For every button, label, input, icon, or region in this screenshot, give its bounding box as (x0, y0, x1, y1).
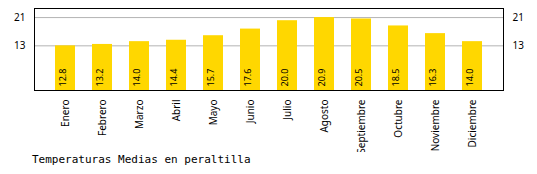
svg-text:16.3: 16.3 (426, 69, 439, 87)
svg-text:Marzo: Marzo (132, 100, 146, 130)
svg-text:Abril: Abril (169, 100, 183, 122)
svg-text:Noviembre: Noviembre (428, 99, 442, 151)
svg-text:Enero: Enero (58, 100, 72, 127)
svg-text:20.0: 20.0 (278, 69, 291, 87)
svg-text:Junio: Junio (243, 100, 257, 125)
svg-text:17.6: 17.6 (241, 69, 254, 87)
svg-text:20.5: 20.5 (352, 69, 365, 87)
svg-text:Diciembre: Diciembre (465, 99, 479, 147)
svg-text:20.9: 20.9 (315, 69, 328, 87)
svg-text:21: 21 (513, 10, 524, 24)
html-text:Temperaturas Medias en peralti: Temperaturas Medias en peraltilla (32, 153, 251, 166)
svg-text:13: 13 (513, 38, 525, 52)
svg-text:21: 21 (14, 10, 25, 24)
svg-text:14.4: 14.4 (167, 69, 180, 87)
svg-text:13: 13 (14, 38, 26, 52)
svg-text:Febrero: Febrero (95, 100, 109, 137)
svg-text:Septiembre: Septiembre (354, 99, 368, 152)
svg-text:Julio: Julio (280, 100, 294, 121)
svg-text:Agosto: Agosto (317, 100, 331, 133)
svg-text:Mayo: Mayo (206, 100, 220, 126)
svg-text:18.5: 18.5 (389, 69, 402, 87)
svg-text:14.0: 14.0 (463, 69, 476, 87)
svg-text:13.2: 13.2 (93, 69, 106, 87)
svg-text:15.7: 15.7 (204, 69, 217, 87)
svg-text:12.8: 12.8 (56, 69, 69, 87)
svg-text:Octubre: Octubre (391, 99, 405, 137)
svg-text:14.0: 14.0 (130, 69, 143, 87)
